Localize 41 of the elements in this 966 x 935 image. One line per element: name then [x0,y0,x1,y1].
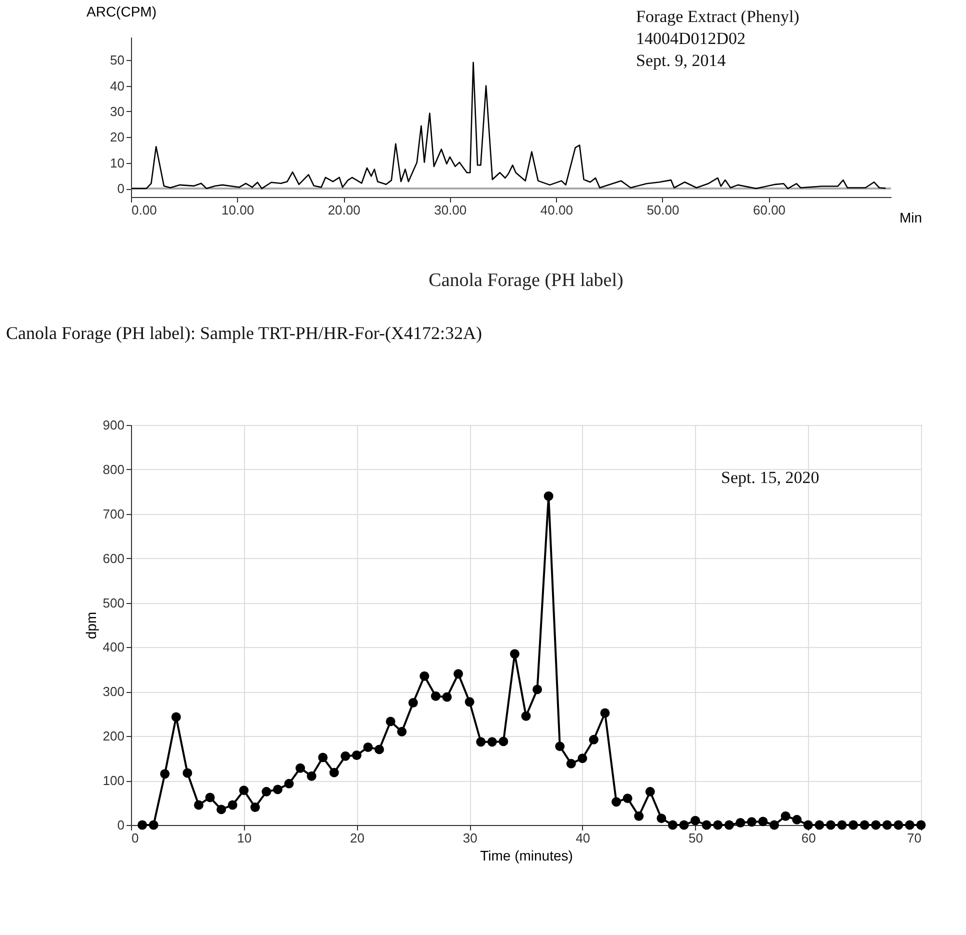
y-tick-label: 800 [102,462,124,477]
x-tick-label: 50.00 [646,202,680,218]
annotation: Sept. 9, 2014 [636,51,726,70]
y-tick-label: 600 [102,550,124,566]
y-tick-label: 100 [102,773,124,788]
x-axis-title: Time (minutes) [480,848,573,864]
y-tick-label: 20 [110,130,124,145]
y-tick-label: 10 [110,155,124,170]
x-tick-label: 50 [688,830,704,846]
x-tick-label: 30 [462,830,478,846]
x-axis-title: Min [900,210,922,226]
y-tick-label: 40 [110,78,124,94]
y-tick-label: 200 [102,728,124,744]
y-tick-label: 900 [102,418,124,432]
x-tick-label: 70 [907,830,922,846]
annotation: 14004D012D02 [636,29,746,48]
x-tick-label: 0 [132,830,139,846]
x-tick-label: 10 [237,830,252,846]
x-tick-label: 30.00 [434,202,467,218]
y-tick-label: 300 [102,684,124,700]
y-tick-label: 500 [102,595,124,610]
text: Forage Extract (Phenyl) [636,7,800,26]
x-tick-label: 40 [576,830,590,846]
x-tick-label: 10.00 [222,202,254,218]
x-tick-label: 60.00 [752,202,786,218]
x-tick-label: 60 [801,830,816,846]
y-tick-label: 700 [102,506,124,522]
y-tick-label: 0 [117,818,124,832]
x-tick-label: 20.00 [328,202,360,218]
annotation: Sept. 15, 2020 [721,468,820,487]
y-tick-label: 30 [110,104,124,119]
y-axis-title: dpm [82,612,99,640]
text: Canola Forage (PH label): Sample TRT-PH/HR-For-(X4172:32A) [6,323,482,343]
x-tick-label: 20 [350,830,364,846]
y-tick-label: 0 [117,181,124,196]
y-tick-label: 50 [110,52,124,68]
chart-title: Canola Forage (PH label) [428,270,624,291]
x-tick-label: 40.00 [540,202,573,218]
y-tick-label: 400 [102,640,124,655]
x-tick-label: 0.00 [132,202,157,218]
y-axis-title: ARC(CPM) [86,4,156,20]
